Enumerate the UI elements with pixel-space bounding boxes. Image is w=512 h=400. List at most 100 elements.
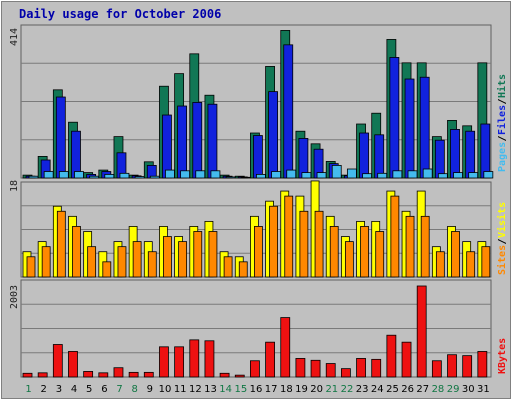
bar-kbytes-25	[386, 334, 397, 378]
bar-pages-12	[195, 170, 206, 179]
bar-pages-31	[483, 171, 494, 179]
bar-sites-29	[451, 231, 460, 278]
bar-pages-23	[362, 173, 372, 179]
x-tick-label-4: 4	[71, 384, 77, 395]
bar-sites-14	[223, 256, 233, 278]
bar-sites-27	[420, 215, 430, 278]
x-tick-label-15: 15	[234, 384, 247, 395]
bar-sites-2	[41, 246, 51, 278]
bar-kbytes-6	[98, 372, 109, 378]
bar-files-13	[207, 103, 218, 179]
bar-kbytes-14	[219, 372, 230, 378]
bar-pages-1	[28, 175, 39, 179]
bar-files-19	[298, 138, 309, 179]
bar-pages-18	[286, 169, 297, 179]
hits-files-pages-panel	[20, 24, 494, 179]
bar-pages-24	[377, 172, 388, 179]
bar-kbytes-9	[143, 371, 154, 378]
legend-sites: Sites	[496, 245, 508, 275]
x-tick-label-13: 13	[204, 384, 217, 395]
x-tick-label-16: 16	[250, 384, 263, 395]
bar-kbytes-13	[204, 340, 215, 378]
x-tick-label-29: 29	[447, 384, 460, 395]
x-tick-label-24: 24	[371, 384, 384, 395]
bar-sites-3	[56, 210, 66, 278]
legend-separator: /	[497, 98, 508, 104]
y-max-label-hits: 414	[9, 28, 20, 46]
bar-pages-9	[149, 175, 160, 179]
legend-hits: Hits	[496, 74, 508, 98]
bar-sites-4	[72, 226, 81, 278]
bar-files-26	[404, 78, 415, 179]
bar-files-4	[71, 130, 81, 179]
bar-files-30	[465, 130, 476, 179]
bar-sites-31	[481, 246, 491, 278]
bar-pages-29	[453, 172, 463, 179]
bar-kbytes-2	[37, 372, 48, 378]
bar-kbytes-8	[128, 371, 139, 378]
bar-kbytes-29	[447, 354, 457, 378]
bar-pages-17	[271, 171, 281, 179]
legend-separator: /	[497, 238, 508, 244]
x-tick-label-19: 19	[295, 384, 308, 395]
x-tick-label-22: 22	[341, 384, 354, 395]
x-tick-label-11: 11	[174, 384, 187, 395]
bar-files-11	[177, 105, 188, 179]
bar-kbytes-20	[310, 359, 321, 378]
bar-sites-12	[193, 231, 203, 278]
x-tick-label-27: 27	[416, 384, 429, 395]
bar-sites-26	[405, 215, 415, 278]
bar-files-29	[450, 129, 460, 179]
x-tick-label-6: 6	[101, 384, 107, 395]
x-tick-label-10: 10	[159, 384, 172, 395]
bar-sites-23	[360, 226, 369, 278]
bar-kbytes-16	[250, 360, 260, 378]
bar-files-31	[480, 123, 491, 179]
bar-kbytes-19	[295, 358, 306, 378]
x-tick-label-31: 31	[477, 384, 490, 395]
bar-pages-27	[422, 168, 433, 179]
x-tick-label-3: 3	[56, 384, 62, 395]
bar-sites-5	[87, 246, 97, 278]
bar-files-24	[374, 134, 385, 179]
x-tick-label-5: 5	[86, 384, 92, 395]
x-tick-label-17: 17	[265, 384, 278, 395]
bar-kbytes-10	[159, 346, 169, 378]
legend-kbytes: KBytes	[497, 338, 508, 374]
x-tick-label-14: 14	[219, 384, 232, 395]
bar-kbytes-1	[22, 372, 33, 378]
bar-kbytes-23	[356, 358, 366, 378]
x-tick-label-8: 8	[132, 384, 138, 395]
bar-kbytes-12	[189, 339, 200, 378]
legend-files: Files	[496, 105, 508, 135]
bar-pages-15	[240, 176, 251, 179]
bar-kbytes-18	[280, 317, 291, 378]
bar-sites-19	[299, 210, 309, 278]
x-tick-label-28: 28	[432, 384, 445, 395]
bar-kbytes-15	[234, 374, 245, 378]
bar-kbytes-31	[477, 351, 488, 378]
bar-sites-18	[284, 195, 294, 278]
bar-kbytes-30	[462, 355, 473, 378]
bar-kbytes-26	[401, 341, 412, 378]
bar-pages-28	[437, 173, 448, 179]
x-axis-labels: 1 2 3 4 5 6 7 8 9 10 11 12 13 14 15 16 17 18 19 20 21 22 23 24 2…	[25, 384, 489, 395]
x-tick-label-30: 30	[462, 384, 475, 395]
chart-title: Daily usage for October 2006	[19, 7, 221, 21]
bar-sites-28	[435, 251, 445, 278]
bar-sites-20	[314, 210, 324, 278]
legend-visits: Visits	[496, 202, 508, 238]
x-tick-label-26: 26	[401, 384, 414, 395]
legend-pages: Pages	[497, 142, 508, 172]
bar-pages-13	[210, 170, 221, 179]
bar-pages-8	[134, 176, 145, 179]
bar-files-17	[268, 91, 278, 179]
bar-sites-30	[466, 251, 476, 278]
bar-pages-22	[346, 168, 357, 179]
bar-kbytes-21	[325, 363, 336, 378]
bar-files-25	[389, 57, 400, 179]
x-tick-label-2: 2	[41, 384, 47, 395]
